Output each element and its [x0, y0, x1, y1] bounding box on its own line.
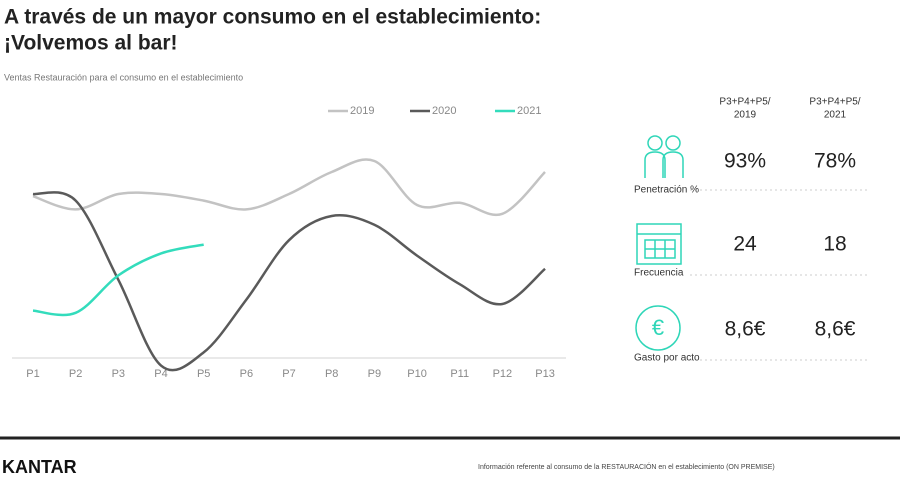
column-header: 2019	[734, 110, 757, 121]
x-tick-label: P7	[282, 368, 295, 380]
x-tick-label: P1	[26, 368, 39, 380]
x-tick-label: P13	[535, 368, 555, 380]
x-tick-label: P5	[197, 368, 210, 380]
title-line: A través de un mayor consumo en el estab…	[4, 6, 541, 29]
row-value: 8,6€	[815, 318, 856, 341]
x-tick-label: P12	[493, 368, 513, 380]
subtitle: Ventas Restauración para el consumo en e…	[4, 72, 243, 82]
legend-label: 2021	[517, 105, 541, 117]
row-value: 78%	[814, 150, 856, 173]
series-line	[32, 191, 546, 372]
x-tick-label: P6	[240, 368, 253, 380]
footnote: Información referente al consumo de la R…	[478, 462, 775, 471]
row-label: Penetración %	[634, 185, 699, 196]
column-header: 2021	[824, 110, 847, 121]
x-tick-label: P3	[112, 368, 125, 380]
x-tick-label: P2	[69, 368, 82, 380]
separators	[690, 189, 870, 361]
series-line	[32, 158, 546, 217]
icons: €	[635, 135, 684, 351]
row-label: Frecuencia	[634, 268, 684, 279]
row-value: 8,6€	[725, 318, 766, 341]
x-tick-label: P8	[325, 368, 338, 380]
column-header: P3+P4+P5/	[719, 97, 770, 108]
svg-text:€: €	[652, 315, 664, 340]
row-value: 24	[733, 233, 757, 256]
column-header: P3+P4+P5/	[809, 97, 860, 108]
x-tick-label: P10	[407, 368, 427, 380]
x-tick-label: P11	[450, 368, 469, 380]
row-value: 18	[823, 233, 846, 256]
legend-label: 2020	[432, 105, 456, 117]
legend-label: 2019	[350, 105, 374, 117]
logo: KANTAR	[2, 457, 77, 477]
series-line	[32, 243, 204, 317]
row-label: Gasto por acto	[634, 353, 700, 364]
x-tick-label: P9	[368, 368, 381, 380]
x-tick-label: P4	[154, 368, 167, 380]
row-value: 93%	[724, 150, 766, 173]
title-line: ¡Volvemos al bar!	[4, 32, 178, 55]
